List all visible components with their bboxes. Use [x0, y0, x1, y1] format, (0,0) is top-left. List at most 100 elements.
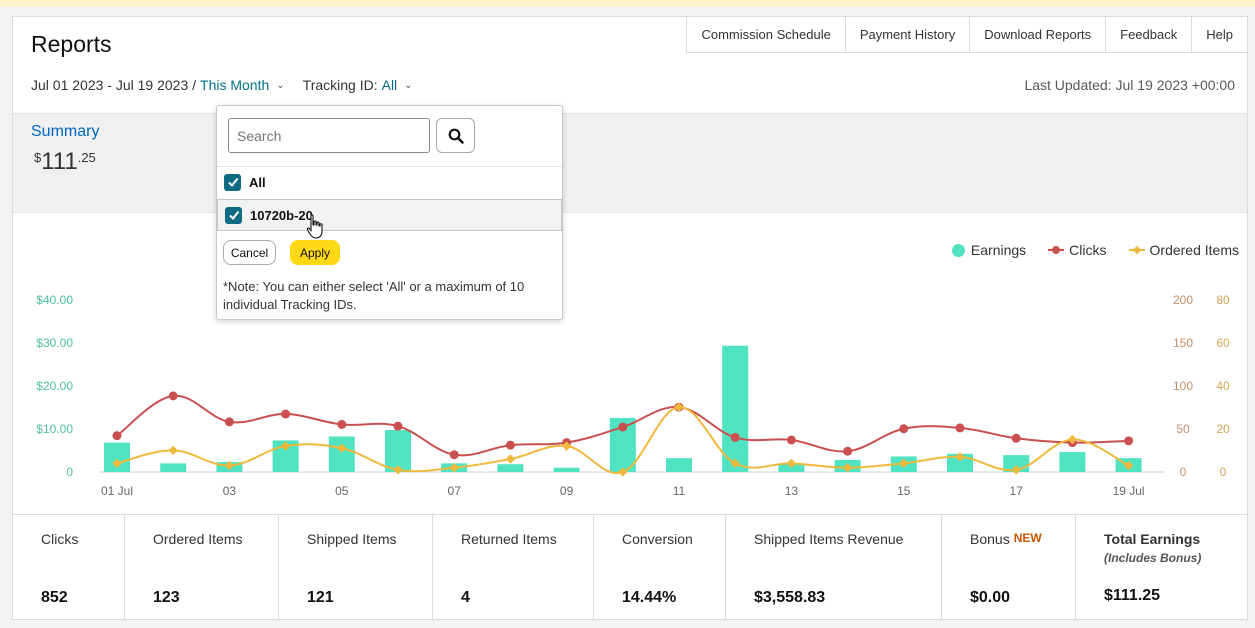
- search-button[interactable]: [436, 118, 475, 153]
- ordered-items-point: [899, 458, 909, 469]
- last-updated: Last Updated: Jul 19 2023 +00:00: [1024, 77, 1235, 93]
- stat-sublabel: (Includes Bonus): [1104, 551, 1202, 565]
- clicks-point: [168, 391, 178, 401]
- stat-value: 4: [461, 589, 470, 606]
- stat-value: 121: [307, 589, 334, 606]
- tracking-note: *Note: You can either select 'All' or a …: [223, 279, 525, 312]
- ordered-items-point: [955, 452, 965, 462]
- y-left-tick-label: $30.00: [36, 336, 73, 350]
- stat-returned-items: Returned Items 4: [433, 515, 594, 620]
- earnings-bar: [666, 458, 692, 472]
- clicks-point: [1124, 436, 1134, 446]
- clicks-point: [224, 417, 234, 427]
- stat-ordered-items: Ordered Items 123: [125, 515, 279, 620]
- summary-cents: .25: [77, 150, 96, 165]
- stat-label: Shipped Items Revenue: [754, 531, 928, 547]
- ordered-items-point: [1067, 434, 1078, 445]
- y-right2-tick-label: 20: [1216, 422, 1230, 436]
- earnings-bar: [553, 467, 580, 472]
- clicks-point: [730, 432, 740, 442]
- ordered-items-point: [168, 445, 178, 456]
- clicks-point: [112, 431, 122, 441]
- option-all[interactable]: All: [217, 166, 562, 198]
- legend-clicks-label: Clicks: [1069, 242, 1107, 258]
- legend-ordered-items[interactable]: Ordered Items: [1128, 242, 1239, 258]
- tab-feedback[interactable]: Feedback: [1106, 16, 1193, 53]
- summary-title[interactable]: Summary: [31, 123, 100, 140]
- ordered-items-point: [730, 458, 740, 469]
- currency-symbol: $: [34, 150, 42, 165]
- hand-cursor-icon: [306, 214, 323, 239]
- tab-download-reports[interactable]: Download Reports: [970, 16, 1107, 53]
- tracking-id-dropdown-panel: All 10720b-20 Cancel Apply *Note: You ca…: [216, 105, 563, 320]
- ordered-items-point: [280, 441, 291, 451]
- tab-help[interactable]: Help: [1192, 16, 1248, 53]
- ordered-items-point: [1011, 465, 1021, 475]
- y-right1-tick-label: 0: [1180, 465, 1187, 479]
- earnings-bar: [722, 345, 749, 472]
- chart-canvas: $40.00$30.00$20.00$10.000200150100500806…: [36, 293, 1230, 498]
- stat-bonus: Bonus NEW $0.00: [942, 515, 1076, 620]
- y-right2-tick-label: 0: [1220, 465, 1227, 479]
- ordered-items-point: [1123, 460, 1134, 471]
- y-right1-tick-label: 150: [1173, 336, 1193, 350]
- clicks-point: [281, 409, 291, 419]
- stat-value: $3,558.83: [754, 589, 826, 606]
- date-range-text: Jul 01 2023 - Jul 19 2023 /: [31, 77, 197, 93]
- legend-earnings[interactable]: Earnings: [951, 242, 1027, 258]
- stat-label-text: Conversion: [622, 531, 693, 547]
- x-tick-label: 01 Jul: [101, 484, 133, 498]
- stat-label-text: Shipped Items Revenue: [754, 531, 904, 547]
- page-title: Reports: [31, 31, 112, 57]
- earnings-swatch-icon: [951, 243, 965, 257]
- stat-label: Total Earnings: [1104, 531, 1230, 547]
- stat-label: Ordered Items: [153, 531, 265, 547]
- legend-ordered-label: Ordered Items: [1149, 242, 1239, 258]
- clicks-point: [449, 450, 459, 460]
- clicks-point: [393, 421, 403, 431]
- clicks-point: [1011, 433, 1021, 443]
- x-tick-label: 05: [335, 484, 349, 498]
- notification-strip: [0, 0, 1255, 7]
- x-tick-label: 09: [560, 484, 574, 498]
- stat-total-earnings: Total Earnings (Includes Bonus) $111.25: [1076, 515, 1243, 620]
- y-right2-tick-label: 80: [1216, 293, 1230, 307]
- clicks-point: [505, 440, 515, 450]
- clicks-swatch-icon: [1048, 246, 1065, 254]
- chevron-down-icon[interactable]: ⌄: [276, 79, 285, 91]
- x-tick-label: 19 Jul: [1113, 484, 1145, 498]
- tab-commission-schedule[interactable]: Commission Schedule: [686, 16, 846, 53]
- tab-payment-history[interactable]: Payment History: [845, 16, 971, 53]
- apply-button[interactable]: Apply: [290, 240, 340, 265]
- divider: [217, 166, 562, 167]
- stat-label-text: Shipped Items: [307, 531, 397, 547]
- option-all-label: All: [249, 174, 266, 190]
- summary-earnings: $ 111 .25: [34, 148, 96, 176]
- earnings-bar: [497, 464, 524, 472]
- cancel-button[interactable]: Cancel: [223, 240, 276, 265]
- option-tracking-id-label: 10720b-20: [250, 207, 313, 223]
- stat-shipped-revenue: Shipped Items Revenue $3,558.83: [726, 515, 942, 620]
- tracking-id-dropdown[interactable]: All: [381, 77, 398, 93]
- clicks-point: [955, 423, 965, 433]
- legend-earnings-label: Earnings: [970, 242, 1027, 258]
- x-tick-label: 03: [223, 484, 237, 498]
- stat-label: Shipped Items: [307, 531, 419, 547]
- date-period-dropdown[interactable]: This Month: [200, 77, 270, 93]
- earnings-bar: [328, 436, 355, 472]
- checkbox-checked-icon[interactable]: [225, 206, 242, 224]
- y-left-tick-label: $20.00: [36, 379, 73, 393]
- stat-label-text: Returned Items: [461, 531, 557, 547]
- stat-label: Clicks: [41, 531, 111, 547]
- search-input[interactable]: [228, 118, 430, 153]
- checkbox-checked-icon[interactable]: [224, 173, 241, 191]
- stat-value: 14.44%: [622, 589, 677, 606]
- chevron-down-icon[interactable]: ⌄: [404, 79, 413, 91]
- stat-label-text: Total Earnings: [1104, 531, 1201, 547]
- ordered-items-point: [561, 441, 572, 451]
- option-tracking-id[interactable]: 10720b-20: [217, 199, 562, 231]
- ordered-items-point: [842, 463, 853, 473]
- tracking-id-label: Tracking ID:: [302, 77, 378, 93]
- stat-label: Bonus NEW: [970, 531, 1062, 547]
- legend-clicks[interactable]: Clicks: [1048, 242, 1107, 258]
